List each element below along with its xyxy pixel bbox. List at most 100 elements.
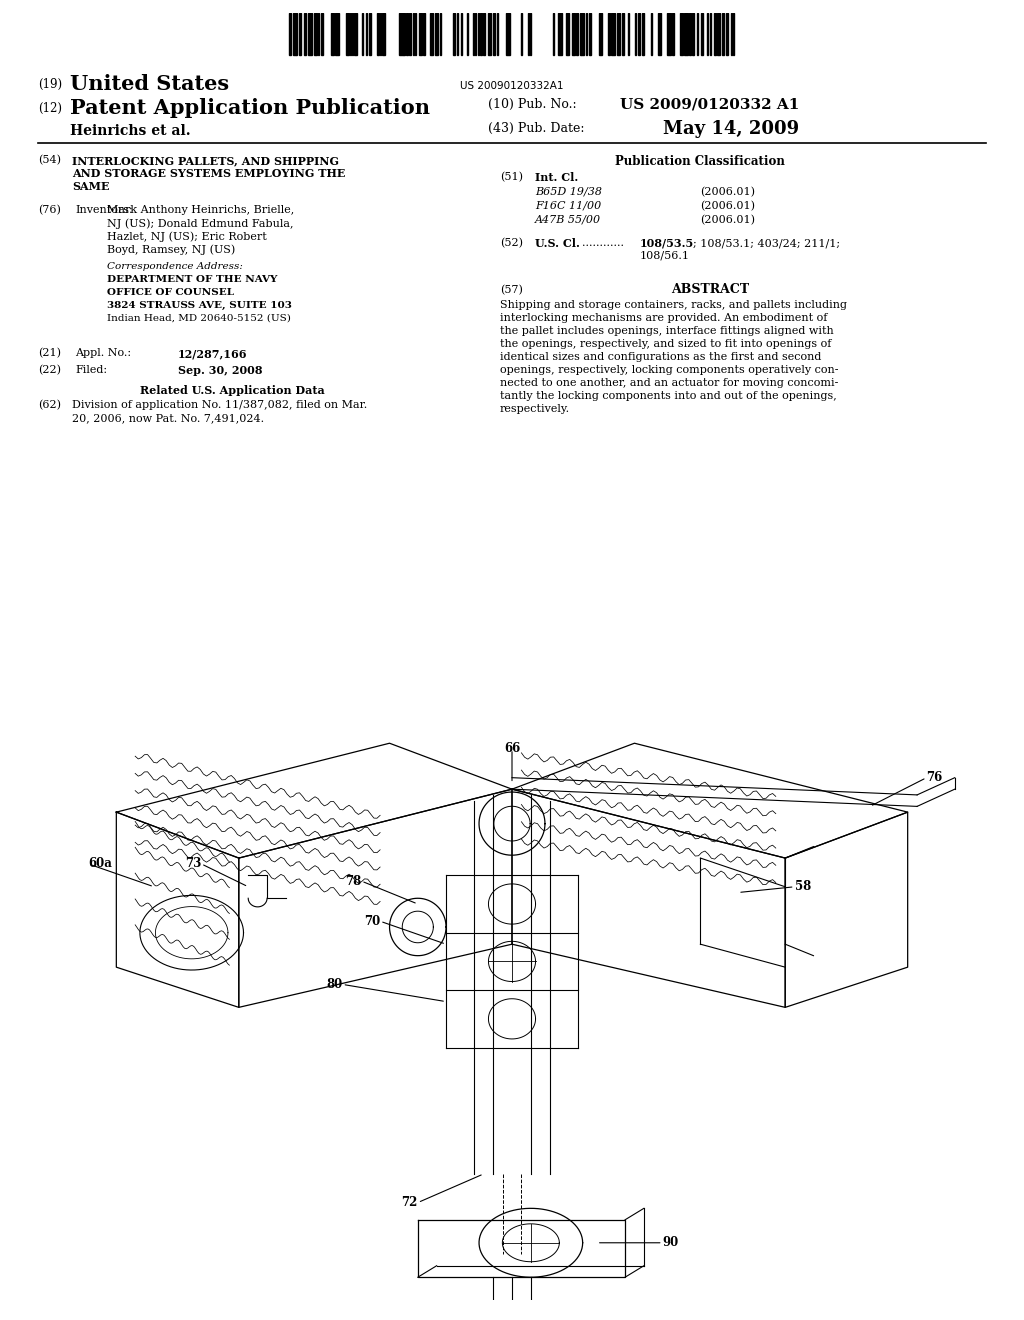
- Text: (22): (22): [38, 366, 61, 375]
- Bar: [714, 13, 716, 54]
- Bar: [346, 13, 348, 54]
- Bar: [419, 13, 422, 54]
- Bar: [506, 13, 510, 54]
- Bar: [402, 13, 403, 54]
- Bar: [553, 13, 554, 54]
- Text: SAME: SAME: [72, 181, 110, 191]
- Bar: [590, 13, 591, 54]
- Text: ............: ............: [582, 238, 624, 248]
- Bar: [475, 13, 476, 54]
- Bar: [493, 13, 496, 54]
- Text: tantly the locking components into and out of the openings,: tantly the locking components into and o…: [500, 391, 837, 401]
- Text: 66: 66: [504, 742, 520, 755]
- Bar: [581, 13, 584, 54]
- Text: ABSTRACT: ABSTRACT: [671, 282, 750, 296]
- Text: Publication Classification: Publication Classification: [615, 154, 785, 168]
- Bar: [403, 13, 406, 54]
- Text: interlocking mechanisms are provided. An embodiment of: interlocking mechanisms are provided. An…: [500, 313, 827, 323]
- Text: United States: United States: [70, 74, 229, 94]
- Bar: [296, 13, 297, 54]
- Text: NJ (US); Donald Edmund Fabula,: NJ (US); Donald Edmund Fabula,: [106, 218, 294, 228]
- Text: 108/53.5: 108/53.5: [640, 238, 694, 249]
- Bar: [692, 13, 693, 54]
- Text: F16C 11/00: F16C 11/00: [535, 201, 601, 211]
- Bar: [294, 13, 296, 54]
- Text: 78: 78: [345, 875, 361, 887]
- Bar: [435, 13, 437, 54]
- Text: B65D 19/38: B65D 19/38: [535, 187, 602, 197]
- Bar: [362, 13, 364, 54]
- Text: (2006.01): (2006.01): [700, 215, 755, 226]
- Bar: [410, 13, 411, 54]
- Bar: [331, 13, 334, 54]
- Text: A47B 55/00: A47B 55/00: [535, 215, 601, 224]
- Text: (19): (19): [38, 78, 62, 91]
- Bar: [321, 13, 323, 54]
- Text: (21): (21): [38, 348, 61, 358]
- Bar: [289, 13, 291, 54]
- Bar: [300, 13, 301, 54]
- Bar: [611, 13, 614, 54]
- Text: AND STORAGE SYSTEMS EMPLOYING THE: AND STORAGE SYSTEMS EMPLOYING THE: [72, 168, 345, 180]
- Bar: [527, 13, 528, 54]
- Bar: [313, 13, 317, 54]
- Bar: [635, 13, 636, 54]
- Bar: [369, 13, 371, 54]
- Bar: [473, 13, 474, 54]
- Bar: [498, 13, 499, 54]
- Text: Sep. 30, 2008: Sep. 30, 2008: [178, 366, 262, 376]
- Text: (62): (62): [38, 400, 61, 411]
- Text: INTERLOCKING PALLETS, AND SHIPPING: INTERLOCKING PALLETS, AND SHIPPING: [72, 154, 339, 166]
- Bar: [650, 13, 651, 54]
- Bar: [628, 13, 629, 54]
- Text: ; 108/53.1; 403/24; 211/1;: ; 108/53.1; 403/24; 211/1;: [693, 238, 840, 248]
- Bar: [589, 13, 590, 54]
- Bar: [726, 13, 728, 54]
- Text: openings, respectively, locking components operatively con-: openings, respectively, locking componen…: [500, 366, 839, 375]
- Text: 72: 72: [401, 1196, 418, 1209]
- Text: Shipping and storage containers, racks, and pallets including: Shipping and storage containers, racks, …: [500, 300, 847, 310]
- Text: the openings, respectively, and sized to fit into openings of: the openings, respectively, and sized to…: [500, 339, 831, 348]
- Bar: [607, 13, 610, 54]
- Bar: [711, 13, 712, 54]
- Text: Patent Application Publication: Patent Application Publication: [70, 98, 430, 117]
- Text: (10) Pub. No.:: (10) Pub. No.:: [488, 98, 577, 111]
- Text: (52): (52): [500, 238, 523, 248]
- Bar: [693, 13, 694, 54]
- Bar: [521, 13, 522, 54]
- Bar: [733, 13, 734, 54]
- Text: US 20090120332A1: US 20090120332A1: [460, 81, 564, 91]
- Bar: [308, 13, 311, 54]
- Text: 73: 73: [184, 857, 201, 870]
- Text: Filed:: Filed:: [75, 366, 108, 375]
- Text: Boyd, Ramsey, NJ (US): Boyd, Ramsey, NJ (US): [106, 244, 236, 255]
- Text: respectively.: respectively.: [500, 404, 570, 414]
- Bar: [668, 13, 671, 54]
- Bar: [350, 13, 351, 54]
- Text: nected to one another, and an actuator for moving concomi-: nected to one another, and an actuator f…: [500, 378, 839, 388]
- Text: U.S. Cl.: U.S. Cl.: [535, 238, 580, 249]
- Text: OFFICE OF COUNSEL: OFFICE OF COUNSEL: [106, 288, 234, 297]
- Bar: [730, 13, 731, 54]
- Bar: [689, 13, 691, 54]
- Bar: [488, 13, 490, 54]
- Text: the pallet includes openings, interface fittings aligned with: the pallet includes openings, interface …: [500, 326, 834, 337]
- Text: (54): (54): [38, 154, 61, 165]
- Bar: [558, 13, 561, 54]
- Text: (2006.01): (2006.01): [700, 201, 755, 211]
- Bar: [407, 13, 409, 54]
- Text: DEPARTMENT OF THE NAVY: DEPARTMENT OF THE NAVY: [106, 275, 278, 284]
- Text: (51): (51): [500, 172, 523, 182]
- Bar: [454, 13, 455, 54]
- Bar: [480, 13, 481, 54]
- Bar: [658, 13, 660, 54]
- Bar: [352, 13, 353, 54]
- Text: Heinrichs et al.: Heinrichs et al.: [70, 124, 190, 139]
- Bar: [354, 13, 356, 54]
- Bar: [478, 13, 479, 54]
- Text: Int. Cl.: Int. Cl.: [535, 172, 579, 183]
- Text: 58: 58: [795, 880, 811, 894]
- Text: Related U.S. Application Data: Related U.S. Application Data: [140, 385, 325, 396]
- Bar: [377, 13, 379, 54]
- Bar: [680, 13, 683, 54]
